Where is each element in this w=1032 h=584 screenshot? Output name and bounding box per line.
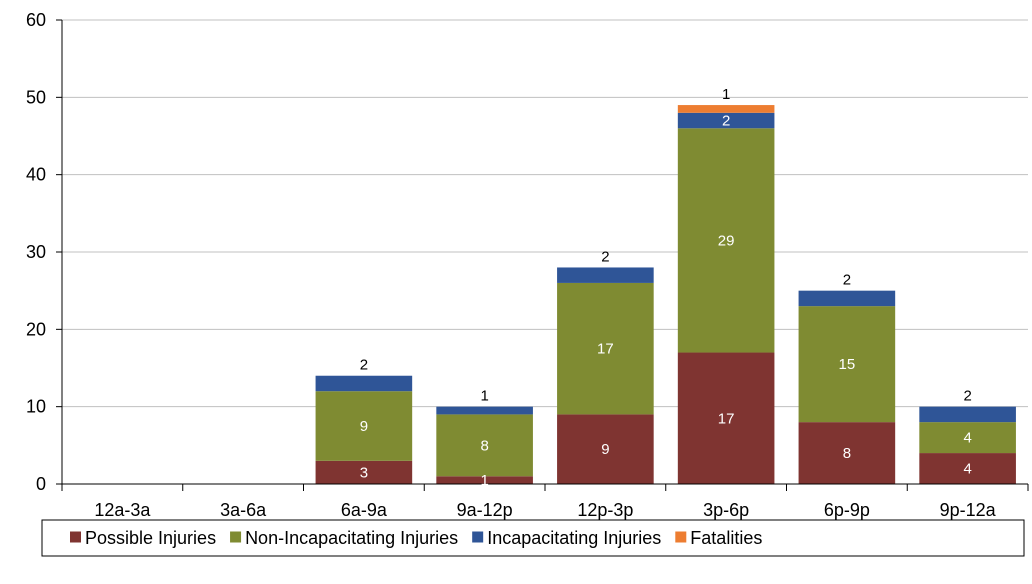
data-label: 2 [360, 357, 368, 374]
data-label: 17 [718, 410, 735, 427]
x-tick-label: 12a-3a [94, 500, 151, 520]
x-tick-label: 9p-12a [940, 500, 997, 520]
data-label: 17 [597, 341, 614, 358]
x-tick-label: 6a-9a [341, 500, 388, 520]
data-label: 1 [722, 86, 730, 103]
data-label: 8 [843, 445, 851, 462]
bar-segment [315, 460, 413, 484]
x-tick-label: 6p-9p [824, 500, 870, 520]
bar-segment [557, 282, 654, 415]
legend-swatch [230, 531, 242, 543]
data-label: 4 [963, 430, 971, 447]
data-label: 9 [360, 418, 368, 435]
data-labels: 3 9 2 1 8 1 9 17 2 17 29 2 1 8 15 2 4 4 2 [360, 86, 972, 489]
bar-segment [315, 391, 413, 461]
data-label: 2 [843, 272, 851, 289]
x-tick-label: 9a-12p [457, 500, 513, 520]
legend-swatch [70, 531, 81, 543]
axes [56, 19, 1029, 491]
legend-label: Fatalities [690, 528, 762, 548]
x-tick-label: 3p-6p [703, 500, 749, 520]
legend-label: Non-Incapacitating Injuries [245, 528, 458, 548]
legend-box [41, 519, 1025, 557]
data-label: 2 [601, 248, 609, 265]
bar-segment [677, 112, 775, 129]
y-tick-label: 30 [26, 242, 46, 262]
bar-segment [436, 476, 533, 484]
legend-label: Possible Injuries [85, 528, 216, 548]
bar-segment [677, 128, 775, 353]
bar-segment [436, 406, 533, 415]
y-tick-label: 10 [26, 397, 46, 417]
data-label: 3 [360, 464, 368, 481]
legend-swatch [472, 531, 484, 543]
legend: Possible Injuries Non-Incapacitating Inju… [41, 519, 1025, 557]
bar-segment [919, 406, 1016, 423]
y-tick-labels: 0 10 20 30 40 50 60 [26, 10, 46, 494]
x-tick-labels: 12a-3a 3a-6a 6a-9a 9a-12p 12p-3p 3p-6p 6p-9p 9p… [94, 500, 996, 520]
y-tick-label: 0 [36, 474, 46, 494]
y-tick-label: 60 [26, 10, 46, 30]
bar-segment [919, 453, 1016, 484]
bar-segment [557, 267, 654, 283]
bar-segment [436, 414, 533, 477]
data-label: 29 [718, 232, 735, 249]
bar-segment [677, 352, 775, 484]
legend-label: Incapacitating Injuries [487, 528, 661, 548]
data-label: 4 [963, 461, 971, 478]
data-label: 2 [963, 388, 971, 405]
y-tick-label: 50 [26, 87, 46, 107]
data-label: 15 [839, 356, 856, 373]
bar-segment [677, 105, 775, 113]
y-tick-label: 20 [26, 319, 46, 339]
x-tick-label: 12p-3p [577, 500, 633, 520]
data-label: 8 [480, 437, 488, 454]
bar-segment [798, 290, 896, 307]
bar-segment [315, 375, 413, 392]
bar-segment [919, 422, 1016, 454]
x-tick-label: 3a-6a [220, 500, 267, 520]
bar-segment [557, 414, 654, 484]
bar-segment [798, 422, 896, 484]
data-label: 9 [601, 441, 609, 458]
y-tick-label: 40 [26, 165, 46, 185]
bars [315, 105, 1016, 484]
data-label: 1 [480, 472, 488, 489]
data-label: 1 [480, 388, 488, 405]
bar-segment [798, 306, 896, 423]
data-label: 2 [722, 113, 730, 130]
legend-swatch [675, 531, 687, 543]
